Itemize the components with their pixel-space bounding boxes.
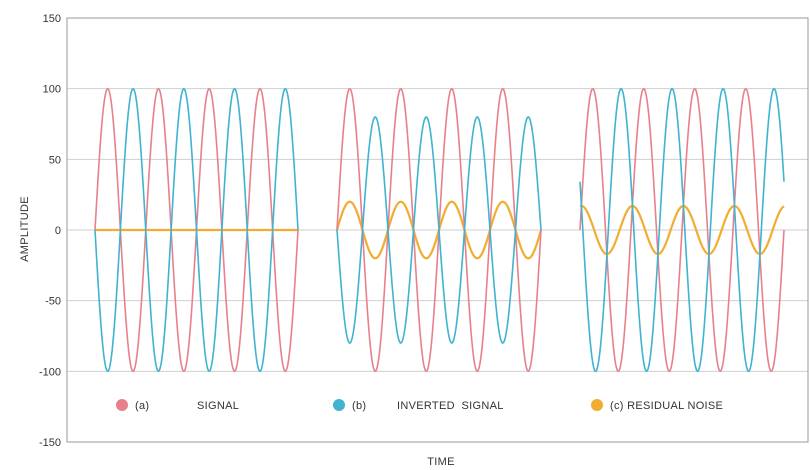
y-tick-label: 0 xyxy=(55,225,61,237)
y-tick-label: -150 xyxy=(39,437,61,449)
legend-tag-signal: (a) xyxy=(135,400,149,412)
legend-tag-inverted: (b) xyxy=(352,400,366,412)
plot-border xyxy=(66,17,809,443)
legend-item-noise: (c) RESIDUAL NOISE xyxy=(591,399,723,412)
legend-item-signal: (a) SIGNAL xyxy=(116,399,239,412)
series-line-signal xyxy=(579,87,785,373)
legend-marker-noise xyxy=(591,399,603,411)
legend-marker-inverted xyxy=(333,399,345,411)
panel-1 xyxy=(94,87,299,373)
series-line-noise xyxy=(579,204,785,256)
legend-item-inverted: (b) INVERTED SIGNAL xyxy=(333,399,504,412)
y-tick-label: 150 xyxy=(43,13,61,25)
y-axis-label: AMPLITUDE xyxy=(19,196,31,262)
legend-tag-noise: (c) RESIDUAL NOISE xyxy=(610,400,723,412)
legend-label-signal: SIGNAL xyxy=(197,400,239,412)
panel-3 xyxy=(579,87,785,373)
series-line-inverted xyxy=(579,87,785,373)
y-tick-label: -100 xyxy=(39,366,61,378)
y-tick-label: 100 xyxy=(43,84,61,96)
y-tick-label: -50 xyxy=(45,296,61,308)
y-tick-labels: 150 100 50 0 -50 -100 -150 xyxy=(39,13,61,449)
series-lines xyxy=(94,87,785,373)
legend-marker-signal xyxy=(116,399,128,411)
x-axis-label: TIME xyxy=(427,456,454,468)
legend-label-inverted: INVERTED SIGNAL xyxy=(397,400,504,412)
y-tick-label: 50 xyxy=(49,154,61,166)
panel-2 xyxy=(335,87,543,373)
series-line-inverted xyxy=(336,116,542,344)
legend: (a) SIGNAL (b) INVERTED SIGNAL (c) RESID… xyxy=(116,399,723,412)
series-line-inverted xyxy=(94,87,299,373)
